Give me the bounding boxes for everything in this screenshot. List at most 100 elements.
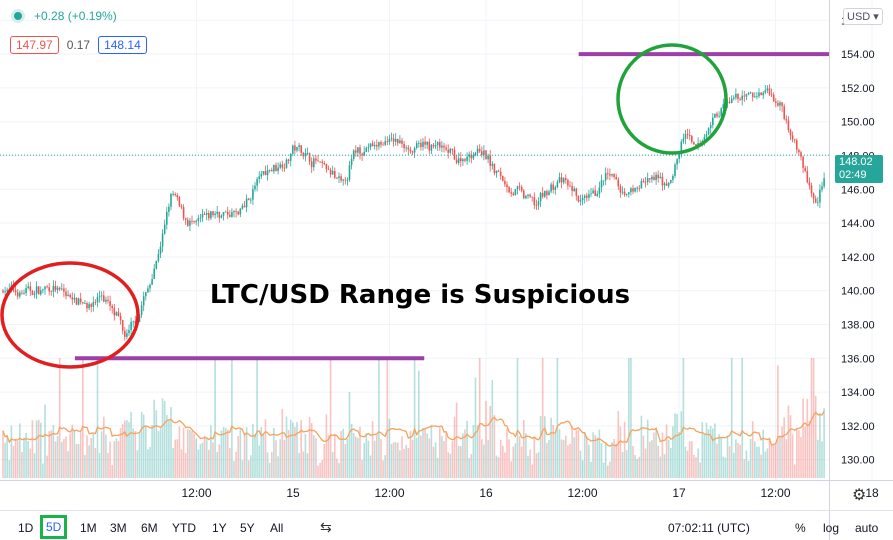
candle-body bbox=[226, 211, 229, 215]
auto-toggle[interactable]: auto bbox=[855, 521, 879, 535]
volume-bar bbox=[447, 452, 449, 478]
candle-body bbox=[357, 147, 359, 153]
tf-1d[interactable]: 1D bbox=[18, 521, 34, 535]
volume-bar bbox=[109, 441, 111, 478]
volume-bar bbox=[436, 457, 439, 478]
candle-body bbox=[533, 197, 536, 205]
candle-body bbox=[361, 153, 363, 156]
candle-body bbox=[126, 333, 128, 337]
tf-5d[interactable]: 5D bbox=[40, 515, 68, 539]
volume-bar bbox=[195, 438, 197, 478]
candle-body bbox=[667, 182, 670, 186]
volume-bar bbox=[777, 365, 779, 478]
date-range-icon[interactable]: ⇆ bbox=[320, 519, 332, 535]
candle-body bbox=[779, 102, 781, 106]
volume-bar bbox=[457, 445, 460, 478]
candle-body bbox=[281, 164, 284, 168]
candle-body bbox=[105, 299, 107, 302]
candle-body bbox=[691, 136, 693, 143]
volume-bar bbox=[821, 441, 823, 478]
tf-1y[interactable]: 1Y bbox=[212, 521, 227, 535]
tf-ytd[interactable]: YTD bbox=[172, 521, 196, 535]
candle-body bbox=[2, 290, 4, 293]
volume-bar bbox=[390, 443, 393, 478]
candle-body bbox=[300, 145, 302, 153]
volume-bar bbox=[193, 433, 195, 478]
volume-bar bbox=[273, 427, 275, 478]
candle-body bbox=[163, 224, 166, 234]
volume-bar bbox=[113, 441, 116, 478]
volume-bar bbox=[718, 434, 720, 478]
candle-body bbox=[130, 321, 132, 331]
x-tick-label: 15 bbox=[286, 486, 300, 500]
volume-bar bbox=[411, 439, 414, 478]
tf-6m[interactable]: 6M bbox=[141, 521, 158, 535]
volume-bar bbox=[386, 358, 389, 478]
candle-body bbox=[6, 289, 8, 292]
volume-bar bbox=[88, 445, 90, 478]
candle-body bbox=[632, 188, 634, 192]
candle-body bbox=[371, 143, 374, 147]
candle-body bbox=[109, 301, 111, 306]
candle-body bbox=[789, 130, 792, 136]
percent-toggle[interactable]: % bbox=[795, 521, 806, 535]
volume-bar bbox=[791, 434, 794, 478]
volume-bar bbox=[145, 425, 147, 478]
gear-icon[interactable]: ⚙ bbox=[852, 487, 867, 504]
volume-bar bbox=[604, 443, 607, 478]
tf-all[interactable]: All bbox=[270, 521, 284, 535]
tf-3m[interactable]: 3M bbox=[110, 521, 127, 535]
candle-body bbox=[808, 182, 811, 186]
candle-body bbox=[115, 312, 118, 316]
volume-bar bbox=[703, 433, 706, 478]
volume-bar bbox=[327, 435, 330, 478]
volume-bar bbox=[21, 452, 23, 478]
candle-body bbox=[247, 198, 250, 200]
log-toggle[interactable]: log bbox=[823, 521, 840, 535]
volume-bar bbox=[134, 431, 137, 478]
candle-body bbox=[111, 305, 113, 309]
volume-bar bbox=[397, 442, 399, 478]
volume-bar bbox=[426, 433, 428, 478]
volume-bar bbox=[237, 435, 239, 478]
volume-bar bbox=[659, 456, 662, 478]
volume-bar bbox=[649, 441, 651, 478]
candle-body bbox=[197, 218, 200, 221]
volume-bar bbox=[663, 454, 666, 478]
volume-bar bbox=[676, 413, 678, 478]
volume-bar bbox=[294, 426, 296, 478]
volume-bar bbox=[14, 438, 17, 478]
candle-body bbox=[754, 96, 756, 98]
candle-body bbox=[82, 302, 84, 304]
tf-1m[interactable]: 1M bbox=[80, 521, 97, 535]
volume-bar bbox=[323, 443, 326, 478]
ask-price[interactable]: 148.14 bbox=[98, 36, 147, 54]
candle-body bbox=[722, 104, 725, 109]
volume-bar bbox=[722, 456, 725, 478]
bid-price[interactable]: 147.97 bbox=[10, 36, 59, 54]
candle-body bbox=[527, 194, 529, 197]
volume-bar bbox=[105, 434, 107, 478]
volume-bar bbox=[674, 413, 676, 478]
candle-body bbox=[214, 213, 216, 216]
volume-bar bbox=[730, 358, 733, 478]
volume-bar bbox=[338, 462, 340, 478]
volume-bar bbox=[707, 429, 710, 478]
volume-bar bbox=[529, 449, 531, 478]
candle-body bbox=[821, 186, 823, 190]
volume-bar bbox=[823, 408, 825, 478]
volume-bar bbox=[724, 457, 727, 478]
volume-bar bbox=[151, 425, 153, 478]
tf-5y[interactable]: 5Y bbox=[240, 521, 255, 535]
volume-bar bbox=[163, 400, 166, 478]
candle-body bbox=[250, 199, 252, 201]
candle-body bbox=[252, 189, 254, 200]
currency-dropdown[interactable]: USD ▾ bbox=[843, 8, 883, 25]
candle-body bbox=[103, 295, 105, 302]
candle-body bbox=[37, 286, 40, 295]
candle-body bbox=[556, 181, 559, 188]
volume-bar bbox=[613, 439, 615, 478]
y-tick-label: 142.00 bbox=[841, 252, 875, 264]
candle-body bbox=[392, 138, 395, 142]
